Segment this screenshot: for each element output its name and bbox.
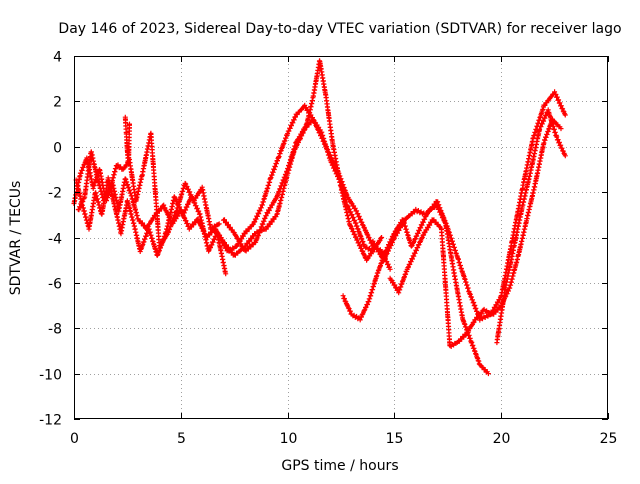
series-markers — [387, 116, 564, 349]
series-arc-3 — [75, 130, 222, 249]
y-tick-label: -10 — [39, 368, 62, 384]
y-tick-label: 4 — [53, 50, 62, 66]
series-markers — [370, 89, 568, 323]
x-tick-label: 10 — [280, 431, 298, 447]
series-arc-8 — [340, 203, 491, 377]
x-axis-label: GPS time / hours — [281, 458, 398, 474]
y-tick-label: -8 — [48, 322, 62, 338]
y-tick-label: -12 — [39, 413, 62, 429]
series-markers — [340, 203, 491, 377]
series-layer — [71, 58, 568, 377]
series-markers — [75, 130, 222, 249]
x-tick-label: 25 — [600, 431, 618, 447]
series-markers — [216, 102, 393, 272]
series-arc-4 — [122, 114, 132, 167]
series-arc-11 — [494, 107, 568, 346]
x-tick-label: 20 — [493, 431, 511, 447]
x-tick-label: 15 — [386, 431, 404, 447]
series-arc-7 — [216, 102, 393, 272]
y-tick-label: 0 — [53, 141, 62, 157]
x-tick-label: 0 — [70, 431, 79, 447]
ticks: 0 5 10 15 20 25 -12 -10 -8 -6 -4 -2 0 2 4 — [39, 50, 617, 448]
series-arc-9 — [370, 89, 568, 323]
y-tick-label: -6 — [48, 277, 62, 293]
y-axis-label: SDTVAR / TECUs — [8, 181, 24, 296]
series-markers — [122, 114, 132, 167]
y-tick-label: 2 — [53, 95, 62, 111]
chart-title: Day 146 of 2023, Sidereal Day-to-day VTE… — [58, 21, 621, 37]
y-tick-label: -2 — [48, 186, 62, 202]
x-tick-label: 5 — [177, 431, 186, 447]
series-markers — [494, 107, 568, 346]
series-arc-10 — [387, 116, 564, 349]
y-tick-label: -4 — [48, 232, 62, 248]
grid — [74, 56, 608, 419]
plot-frame — [74, 56, 608, 419]
